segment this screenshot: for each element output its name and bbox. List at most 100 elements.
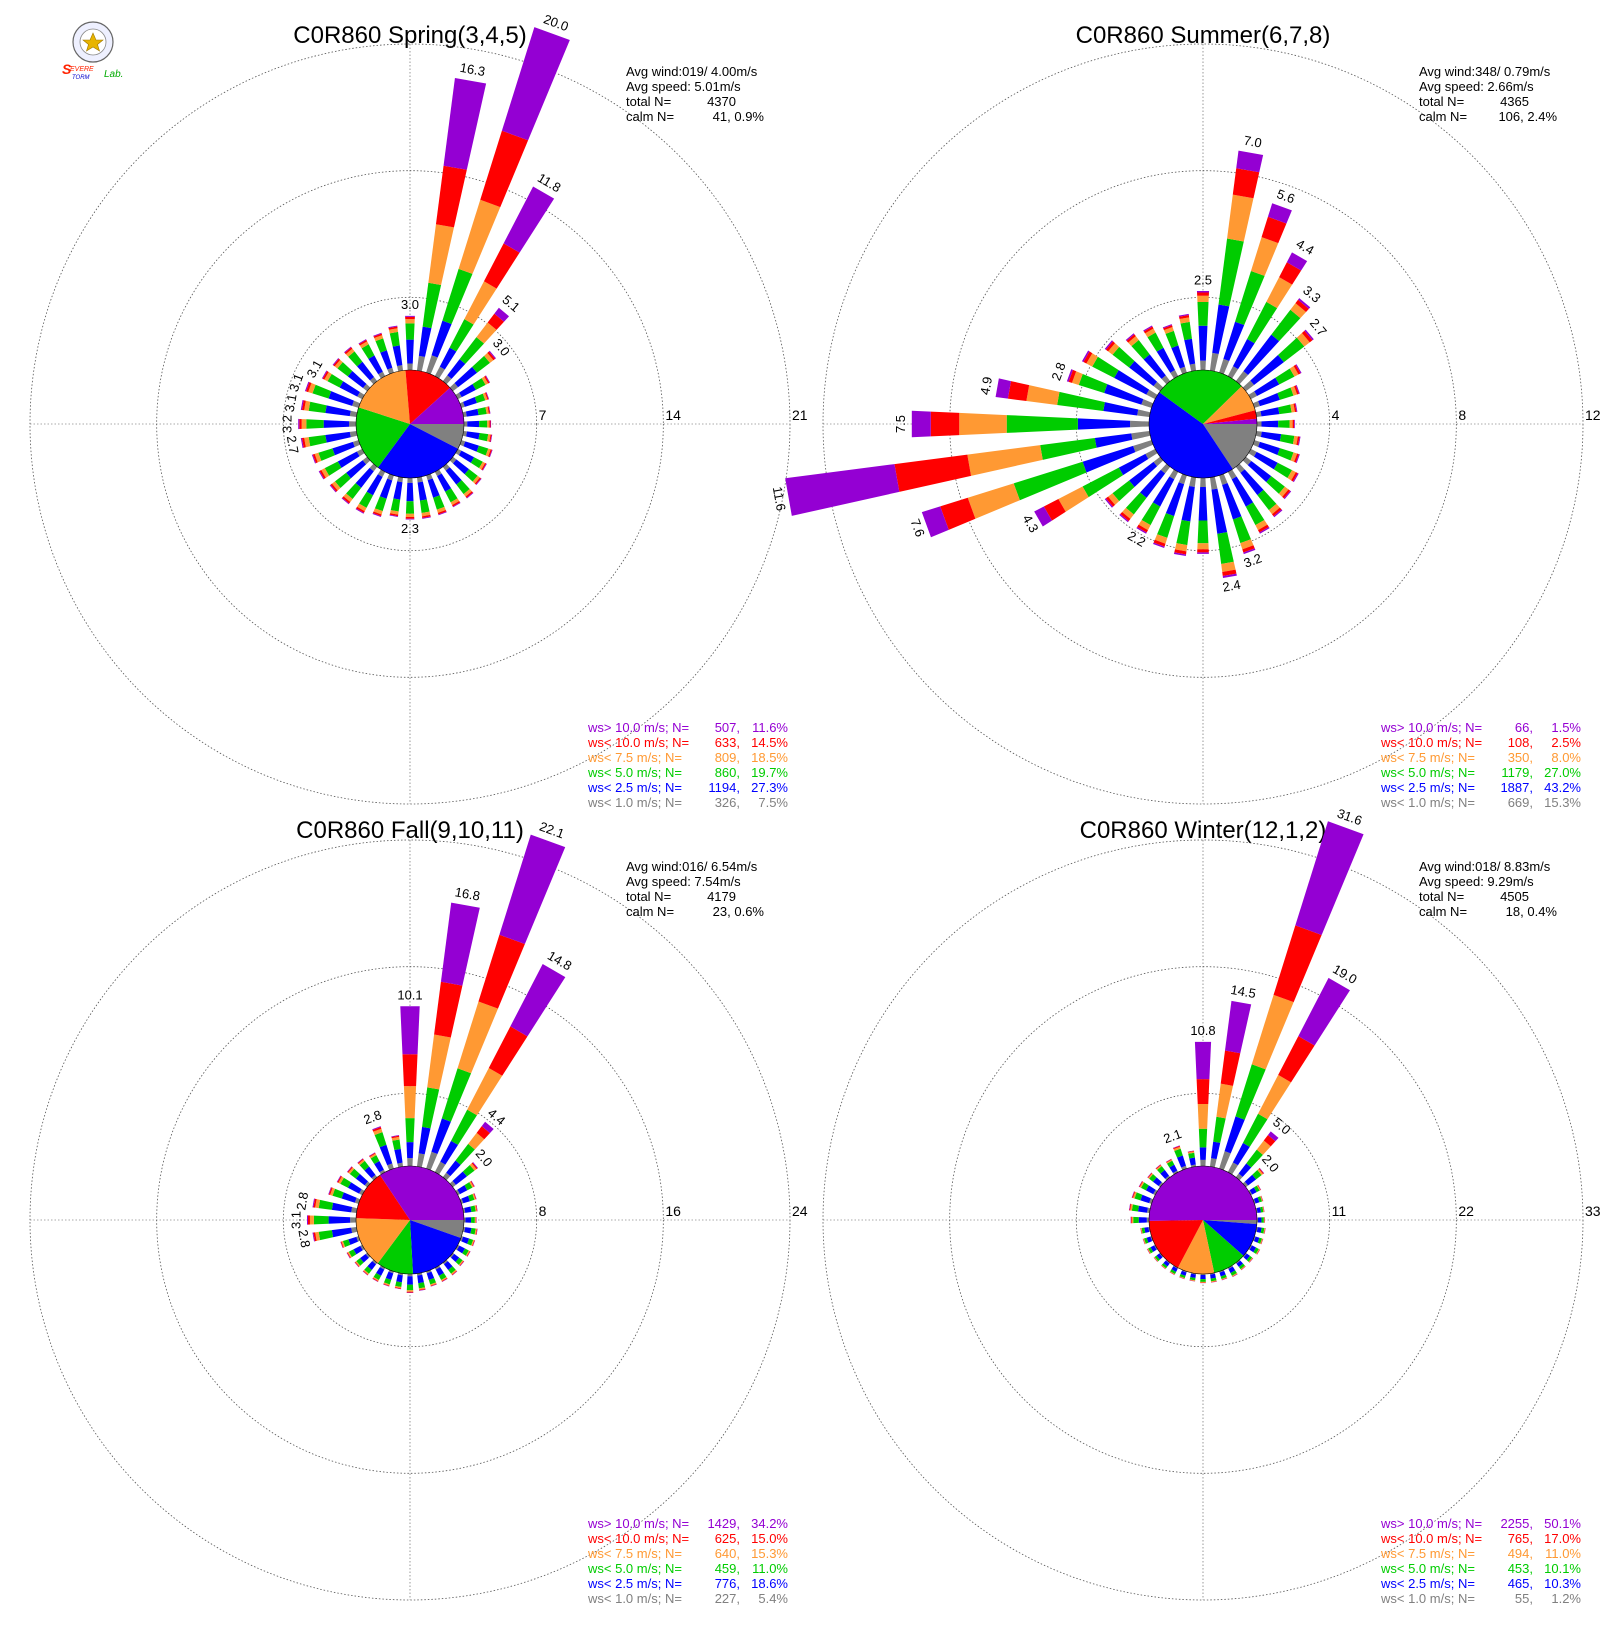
bar-segment [1200, 1279, 1206, 1282]
bar-dir-90 [464, 1217, 477, 1223]
total-value: 4370 [707, 94, 736, 109]
bar-segment [417, 1275, 424, 1283]
bar-dir-100 [1256, 1227, 1266, 1234]
bar-segment [1138, 1206, 1148, 1213]
bar-segment [407, 1290, 414, 1292]
bar-segment [319, 1200, 333, 1210]
bar-segment [1293, 420, 1295, 428]
bar-segment [1277, 388, 1293, 400]
bar-segment [465, 1217, 471, 1223]
bar-segment [466, 431, 480, 439]
bar-dir-160 [426, 1270, 437, 1287]
bar-segment [402, 1054, 417, 1086]
bar-segment [405, 1118, 414, 1142]
legend-percent: 15.3% [751, 1546, 788, 1561]
total-value: 4179 [707, 889, 736, 904]
legend-count: 459, [715, 1561, 740, 1576]
bar-segment [1219, 1151, 1231, 1170]
bar-segment [1200, 361, 1206, 370]
bar-segment [489, 420, 490, 427]
bar-value-label: 2.7 [284, 434, 302, 454]
bar-segment [422, 1087, 439, 1128]
legend-label: ws< 5.0 m/s; N= [587, 1561, 682, 1576]
bar-segment [407, 1285, 413, 1291]
bar-segment [406, 519, 415, 520]
bar-segment [405, 316, 415, 317]
bar-segment [1184, 339, 1195, 365]
bar-segment [332, 1228, 352, 1238]
bar-segment [318, 448, 335, 461]
bar-segment [504, 186, 554, 252]
bar-segment [1131, 431, 1150, 440]
bar-segment [1132, 1204, 1139, 1211]
bar-dir-100 [463, 1227, 478, 1235]
bar-dir-170 [1210, 1273, 1217, 1283]
bar-segment [423, 283, 441, 328]
total-label: total N= [626, 889, 671, 904]
bar-segment [350, 411, 358, 417]
bar-segment [441, 903, 480, 986]
legend-percent: 7.5% [758, 795, 788, 810]
bar-dir-80 [463, 1205, 478, 1213]
legend-count: 669, [1508, 795, 1533, 810]
bar-segment [1026, 385, 1059, 405]
bar-segment [464, 421, 467, 426]
bar-segment [396, 1275, 403, 1283]
bar-segment [1057, 392, 1105, 411]
ring-tick-label: 21 [792, 407, 808, 423]
bar-segment [1233, 168, 1259, 198]
bar-dir-180 [1200, 1274, 1206, 1283]
bar-segment [314, 1216, 329, 1225]
bar-value-label: 16.3 [459, 60, 487, 79]
bar-dir-0 [1197, 291, 1209, 370]
bar-value-label: 2.5 [1194, 272, 1212, 287]
bar-dir-200 [383, 1270, 394, 1287]
bar-value-label: 4.9 [977, 376, 995, 396]
bar-segment [478, 935, 524, 1009]
bar-segment [464, 1227, 471, 1233]
legend-label: ws< 2.5 m/s; N= [1380, 780, 1475, 795]
bar-segment [1078, 418, 1130, 429]
bar-segment [434, 982, 462, 1038]
legend-percent: 50.1% [1544, 1516, 1581, 1531]
bar-segment [437, 474, 451, 492]
bar-segment [406, 340, 414, 364]
legend-label: ws< 1.0 m/s; N= [1380, 1591, 1475, 1606]
bar-segment [426, 355, 438, 374]
bar-segment [1092, 357, 1118, 378]
bar-segment [406, 483, 413, 501]
bar-dir-320 [1156, 1164, 1171, 1180]
legend-percent: 17.0% [1544, 1531, 1581, 1546]
legend-count: 227, [715, 1591, 740, 1606]
legend-label: ws< 2.5 m/s; N= [587, 1576, 682, 1591]
bar-value-label: 3.0 [401, 297, 419, 312]
bar-segment [467, 421, 479, 427]
total-label: total N= [626, 94, 671, 109]
bar-segment [1274, 925, 1322, 1002]
bar-segment [298, 419, 299, 429]
bar-segment [406, 501, 414, 513]
bar-segment [1257, 421, 1262, 426]
bar-segment [463, 397, 477, 407]
bar-segment [1197, 291, 1209, 293]
legend-percent: 15.0% [751, 1531, 788, 1546]
bar-segment [1219, 474, 1227, 485]
avg-speed-text: Avg speed: 7.54m/s [626, 874, 741, 889]
legend-percent: 18.5% [751, 750, 788, 765]
bar-segment [391, 498, 400, 511]
bar-segment [1197, 1079, 1210, 1104]
avg-speed-text: Avg speed: 9.29m/s [1419, 874, 1534, 889]
total-value: 4505 [1500, 889, 1529, 904]
bar-segment [1251, 237, 1278, 276]
legend-label: ws< 7.5 m/s; N= [1380, 1546, 1475, 1561]
bar-segment [417, 356, 425, 371]
bar-segment [1258, 393, 1280, 406]
bar-segment [479, 433, 489, 441]
legend-label: ws> 10.0 m/s; N= [1380, 720, 1482, 735]
bar-segment [1225, 1001, 1251, 1053]
bar-segment [1197, 552, 1209, 554]
bar-value-label: 2.8 [362, 1107, 384, 1127]
calm-value: 23, 0.6% [713, 904, 765, 919]
